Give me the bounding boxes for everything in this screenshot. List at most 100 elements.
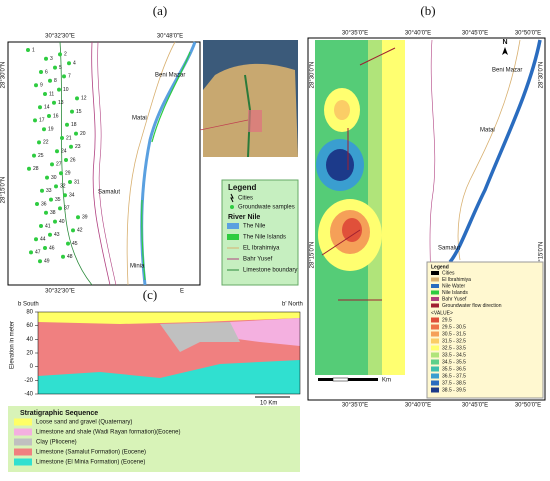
y-tick-label: -20: [24, 378, 33, 384]
sample-label: 7: [68, 74, 71, 80]
sample-point: [53, 219, 57, 224]
legend-item: Bahr Yusef: [442, 296, 467, 302]
sample-point: [33, 118, 37, 123]
sample-point: [71, 228, 75, 233]
legend-swatch: [431, 359, 439, 365]
legend-item: Cities: [238, 196, 253, 202]
limestone-boundary: [59, 41, 93, 286]
sample-label: 39: [82, 215, 88, 221]
sample-label: 9: [40, 83, 43, 89]
sample-point: [61, 254, 65, 259]
map-frame: [7, 41, 201, 286]
sample-label: 35: [55, 197, 61, 203]
sample-point: [59, 171, 63, 176]
legend-item: Nile Water: [442, 283, 465, 289]
legend-item: Nile Islands: [442, 290, 468, 296]
sample-point: [57, 87, 61, 92]
coord-label: 28°15'0"N: [1, 177, 7, 204]
city-label: Matai: [132, 116, 147, 122]
coord-label: 30°40'0"E: [405, 403, 431, 409]
north-arrow: [502, 47, 508, 55]
legend-item: Groundwate samples: [238, 205, 295, 211]
sample-point: [27, 166, 31, 171]
sample-label: 31: [74, 179, 80, 185]
sample-label: 27: [56, 162, 62, 168]
coord-label: 30°45'0"E: [462, 403, 488, 409]
legend-swatch: [431, 352, 439, 358]
y-tick-label: 80: [26, 310, 33, 316]
sample-point: [38, 105, 42, 110]
coord-label: 28°15'0"N: [310, 242, 316, 269]
nile-islands: [141, 51, 191, 281]
sample-point: [44, 56, 48, 61]
sample-label: 49: [44, 259, 50, 265]
panel-label: (a): [153, 3, 167, 18]
y-tick-label: 60: [26, 323, 33, 329]
legend-item: El Ibrahimiya: [442, 277, 471, 283]
strata-layer: [38, 360, 300, 394]
sample-label: 26: [70, 157, 76, 163]
sample-point: [39, 224, 43, 228]
sample-label: 3: [50, 56, 53, 62]
legend-item: Clay (Pliocene): [36, 440, 77, 446]
legend-item: The Nile: [243, 224, 266, 230]
legend-swatch: [431, 345, 439, 351]
legend-swatch: [431, 271, 439, 275]
sample-label: 47: [35, 250, 41, 256]
sample-label: 45: [72, 241, 78, 247]
sample-point: [75, 96, 79, 101]
sample-label: 14: [44, 105, 50, 111]
coord-label: 28°30'0"N: [539, 62, 545, 89]
sample-label: 5: [59, 65, 62, 71]
sample-point: [62, 74, 66, 79]
coord-label: 30°50'0"E: [515, 31, 541, 37]
city-label: Samalut: [438, 246, 460, 252]
city-label: Beni Mazar: [155, 73, 185, 79]
sample-label: 48: [67, 254, 73, 260]
legend-swatch: [227, 223, 239, 229]
coord-label: 30°32'30"E: [45, 34, 75, 40]
strata-layer: [160, 322, 240, 352]
sample-point: [32, 153, 36, 158]
flow-arrow: [321, 229, 361, 256]
sample-label: 23: [75, 144, 81, 150]
sample-point: [43, 246, 47, 250]
sample-point: [48, 78, 52, 83]
city-label: Beni Mazar: [492, 68, 522, 74]
legend-title: Stratigraphic Sequence: [20, 410, 98, 417]
sample-label: 15: [76, 109, 82, 115]
y-tick-label: 20: [26, 351, 33, 357]
legend-item: 35.5 - 36.5: [442, 366, 466, 372]
legend-swatch: [431, 277, 439, 282]
section-frame: [37, 311, 301, 395]
legend-item: 33.5 - 34.5: [442, 352, 466, 358]
sample-label: 11: [49, 91, 54, 97]
legend-swatch: [431, 366, 439, 372]
sample-point: [49, 197, 53, 202]
legend-item: Limestone and shale (Wadi Rayan formatio…: [36, 430, 181, 436]
sample-point: [43, 92, 47, 96]
legend-item: 31.5 - 32.5: [442, 338, 466, 344]
legend-swatch: [14, 458, 32, 466]
sample-label: 10: [63, 87, 69, 93]
legend-item: 29.5 - 30.5: [442, 324, 466, 330]
sample-point: [52, 100, 56, 105]
sample-point: [44, 210, 48, 215]
sample-point: [53, 65, 57, 70]
sample-label: 2: [64, 52, 67, 58]
sample-point: [65, 122, 69, 127]
coord-label: 28°30'0"N: [310, 62, 316, 89]
section-end: b' North: [282, 302, 303, 308]
legend-item: 37.5 - 38.5: [442, 380, 466, 386]
legend-swatch: [431, 373, 439, 379]
sample-label: 16: [53, 113, 59, 119]
sample-icon: [230, 205, 234, 209]
city-label: Matai: [480, 128, 495, 134]
sample-label: 42: [77, 228, 83, 234]
coord-label: 30°32'30"E: [45, 289, 75, 295]
inset-study-area: [248, 110, 262, 132]
sample-label: 20: [80, 131, 86, 137]
legend-swatch: [431, 297, 439, 301]
sample-point: [48, 232, 52, 237]
el-ibrahimiya: [126, 41, 176, 286]
